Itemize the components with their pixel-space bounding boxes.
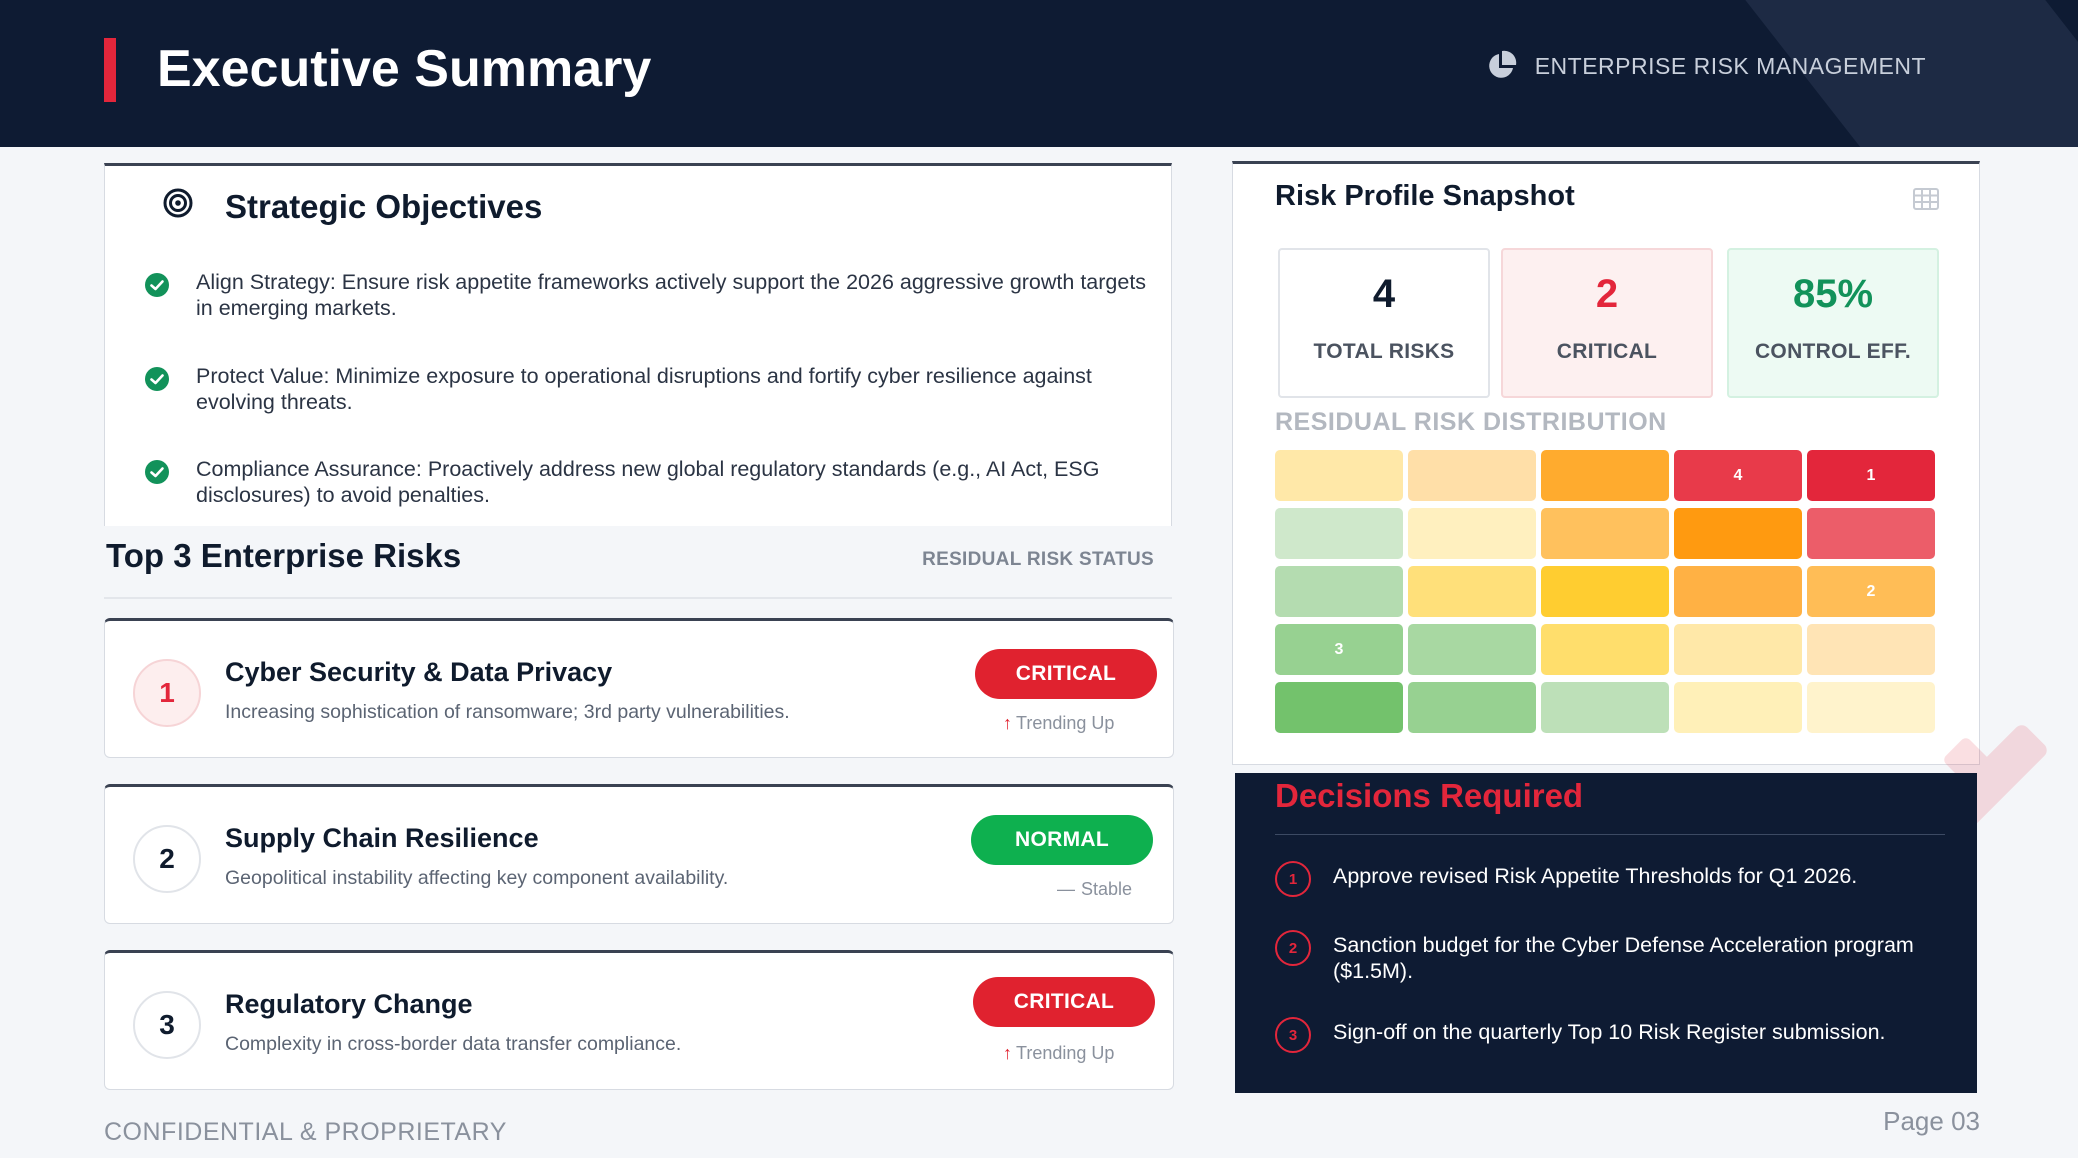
heatmap-cell — [1541, 566, 1669, 617]
heatmap-cell — [1275, 508, 1403, 559]
trend-label: Trending Up — [1016, 713, 1115, 733]
brand-label: ENTERPRISE RISK MANAGEMENT — [1534, 52, 1926, 79]
heatmap-cell: 1 — [1807, 450, 1935, 501]
risk-card-supply-chain[interactable]: 2 Supply Chain Resilience Geopolitical i… — [104, 784, 1174, 924]
residual-status-label: RESIDUAL RISK STATUS — [922, 549, 1154, 570]
heatmap-cell — [1541, 450, 1669, 501]
kpi-total-risks: 4 TOTAL RISKS — [1278, 248, 1490, 398]
title-accent-bar — [104, 38, 116, 102]
heatmap-cell — [1408, 624, 1536, 675]
trend-label: Stable — [1081, 879, 1133, 899]
strategic-objectives-panel: Strategic Objectives Align Strategy: Ens… — [104, 163, 1172, 526]
decision-number: 3 — [1275, 1017, 1311, 1053]
page-title: Executive Summary — [157, 40, 652, 98]
risk-name: Supply Chain Resilience — [225, 823, 539, 853]
objective-text: Align Strategy: Ensure risk appetite fra… — [196, 270, 1147, 320]
heatmap-cell — [1408, 566, 1536, 617]
decisions-required-panel: Decisions Required 1 Approve revised Ris… — [1235, 773, 1977, 1093]
risk-card-regulatory-change[interactable]: 3 Regulatory Change Complexity in cross-… — [104, 950, 1174, 1090]
risk-name: Cyber Security & Data Privacy — [225, 657, 613, 687]
heatmap-cell — [1807, 624, 1935, 675]
heatmap-cell — [1674, 508, 1802, 559]
kpi-critical: 2 CRITICAL — [1501, 248, 1713, 398]
header-bar: Executive Summary ENTERPRISE RISK MANAGE… — [0, 0, 2078, 147]
pie-chart-icon — [1488, 50, 1516, 78]
risk-description: Complexity in cross-border data transfer… — [225, 1033, 682, 1055]
page-number: Page 03 — [1883, 1106, 1980, 1136]
risk-description: Increasing sophistication of ransomware;… — [225, 701, 790, 723]
arrow-up-icon: ↑ — [1003, 1043, 1012, 1063]
arrow-up-icon: ↑ — [1003, 713, 1012, 733]
heatmap-cell — [1807, 508, 1935, 559]
heatmap-cell — [1674, 624, 1802, 675]
trend-indicator: ↑ Trending Up — [1003, 1043, 1114, 1064]
heatmap-cell — [1275, 566, 1403, 617]
trend-indicator: ↑ Trending Up — [1003, 713, 1114, 734]
risk-number: 1 — [133, 659, 201, 727]
heatmap-cell — [1541, 508, 1669, 559]
heatmap-cell — [1541, 682, 1669, 733]
heatmap-cell — [1275, 450, 1403, 501]
top-risks-title: Top 3 Enterprise Risks — [106, 537, 462, 574]
decision-number: 2 — [1275, 930, 1311, 966]
objective-text: Compliance Assurance: Proactively addres… — [196, 457, 1100, 507]
status-badge: NORMAL — [971, 815, 1153, 865]
table-grid-icon — [1913, 188, 1939, 210]
decision-text: Approve revised Risk Appetite Thresholds… — [1333, 864, 1858, 888]
risk-description: Geopolitical instability affecting key c… — [225, 867, 729, 889]
objectives-title: Strategic Objectives — [225, 188, 543, 225]
target-icon — [163, 188, 193, 218]
kpi-value: 2 — [1595, 272, 1619, 316]
heatmap-cell — [1674, 682, 1802, 733]
check-circle-icon — [145, 367, 169, 391]
heatmap-cell: 2 — [1807, 566, 1935, 617]
trend-label: Trending Up — [1016, 1043, 1115, 1063]
heatmap-cell — [1408, 450, 1536, 501]
check-circle-icon — [145, 273, 169, 297]
check-circle-icon — [145, 460, 169, 484]
heatmap-cell — [1408, 682, 1536, 733]
decision-text: Sanction budget for the Cyber Defense Ac… — [1333, 933, 1914, 983]
brand: ENTERPRISE RISK MANAGEMENT — [1485, 50, 1926, 82]
kpi-label: CRITICAL — [1556, 340, 1658, 363]
confidential-label: CONFIDENTIAL & PROPRIETARY — [104, 1118, 507, 1146]
dash-icon: — — [1057, 879, 1075, 899]
status-badge: CRITICAL — [975, 649, 1157, 699]
kpi-control-effectiveness: 85% CONTROL EFF. — [1727, 248, 1939, 398]
risk-name: Regulatory Change — [225, 989, 473, 1019]
kpi-label: TOTAL RISKS — [1313, 340, 1455, 363]
risk-card-cyber-security[interactable]: 1 Cyber Security & Data Privacy Increasi… — [104, 618, 1174, 758]
heatmap-cell — [1807, 682, 1935, 733]
status-badge: CRITICAL — [973, 977, 1155, 1027]
objective-text: Protect Value: Minimize exposure to oper… — [196, 364, 1092, 414]
heatmap-cell — [1408, 508, 1536, 559]
decision-number: 1 — [1275, 861, 1311, 897]
heatmap-cell: 3 — [1275, 624, 1403, 675]
risk-number: 2 — [133, 825, 201, 893]
risk-profile-snapshot-panel: Risk Profile Snapshot 4 TOTAL RISKS 2 CR… — [1232, 161, 1980, 765]
kpi-label: CONTROL EFF. — [1754, 340, 1912, 363]
decisions-title: Decisions Required — [1275, 777, 1584, 814]
trend-indicator: — Stable — [1057, 879, 1132, 900]
divider — [1275, 834, 1945, 835]
kpi-value: 4 — [1372, 272, 1396, 316]
heatmap-cell — [1541, 624, 1669, 675]
snapshot-title: Risk Profile Snapshot — [1275, 180, 1575, 212]
distribution-title: RESIDUAL RISK DISTRIBUTION — [1275, 408, 1667, 436]
top-risks-header: Top 3 Enterprise Risks RESIDUAL RISK STA… — [104, 527, 1172, 599]
kpi-value: 85% — [1792, 272, 1874, 316]
risk-number: 3 — [133, 991, 201, 1059]
heatmap-cell — [1674, 566, 1802, 617]
heatmap-cell: 4 — [1674, 450, 1802, 501]
decision-text: Sign-off on the quarterly Top 10 Risk Re… — [1333, 1020, 1886, 1044]
heatmap-cell — [1275, 682, 1403, 733]
